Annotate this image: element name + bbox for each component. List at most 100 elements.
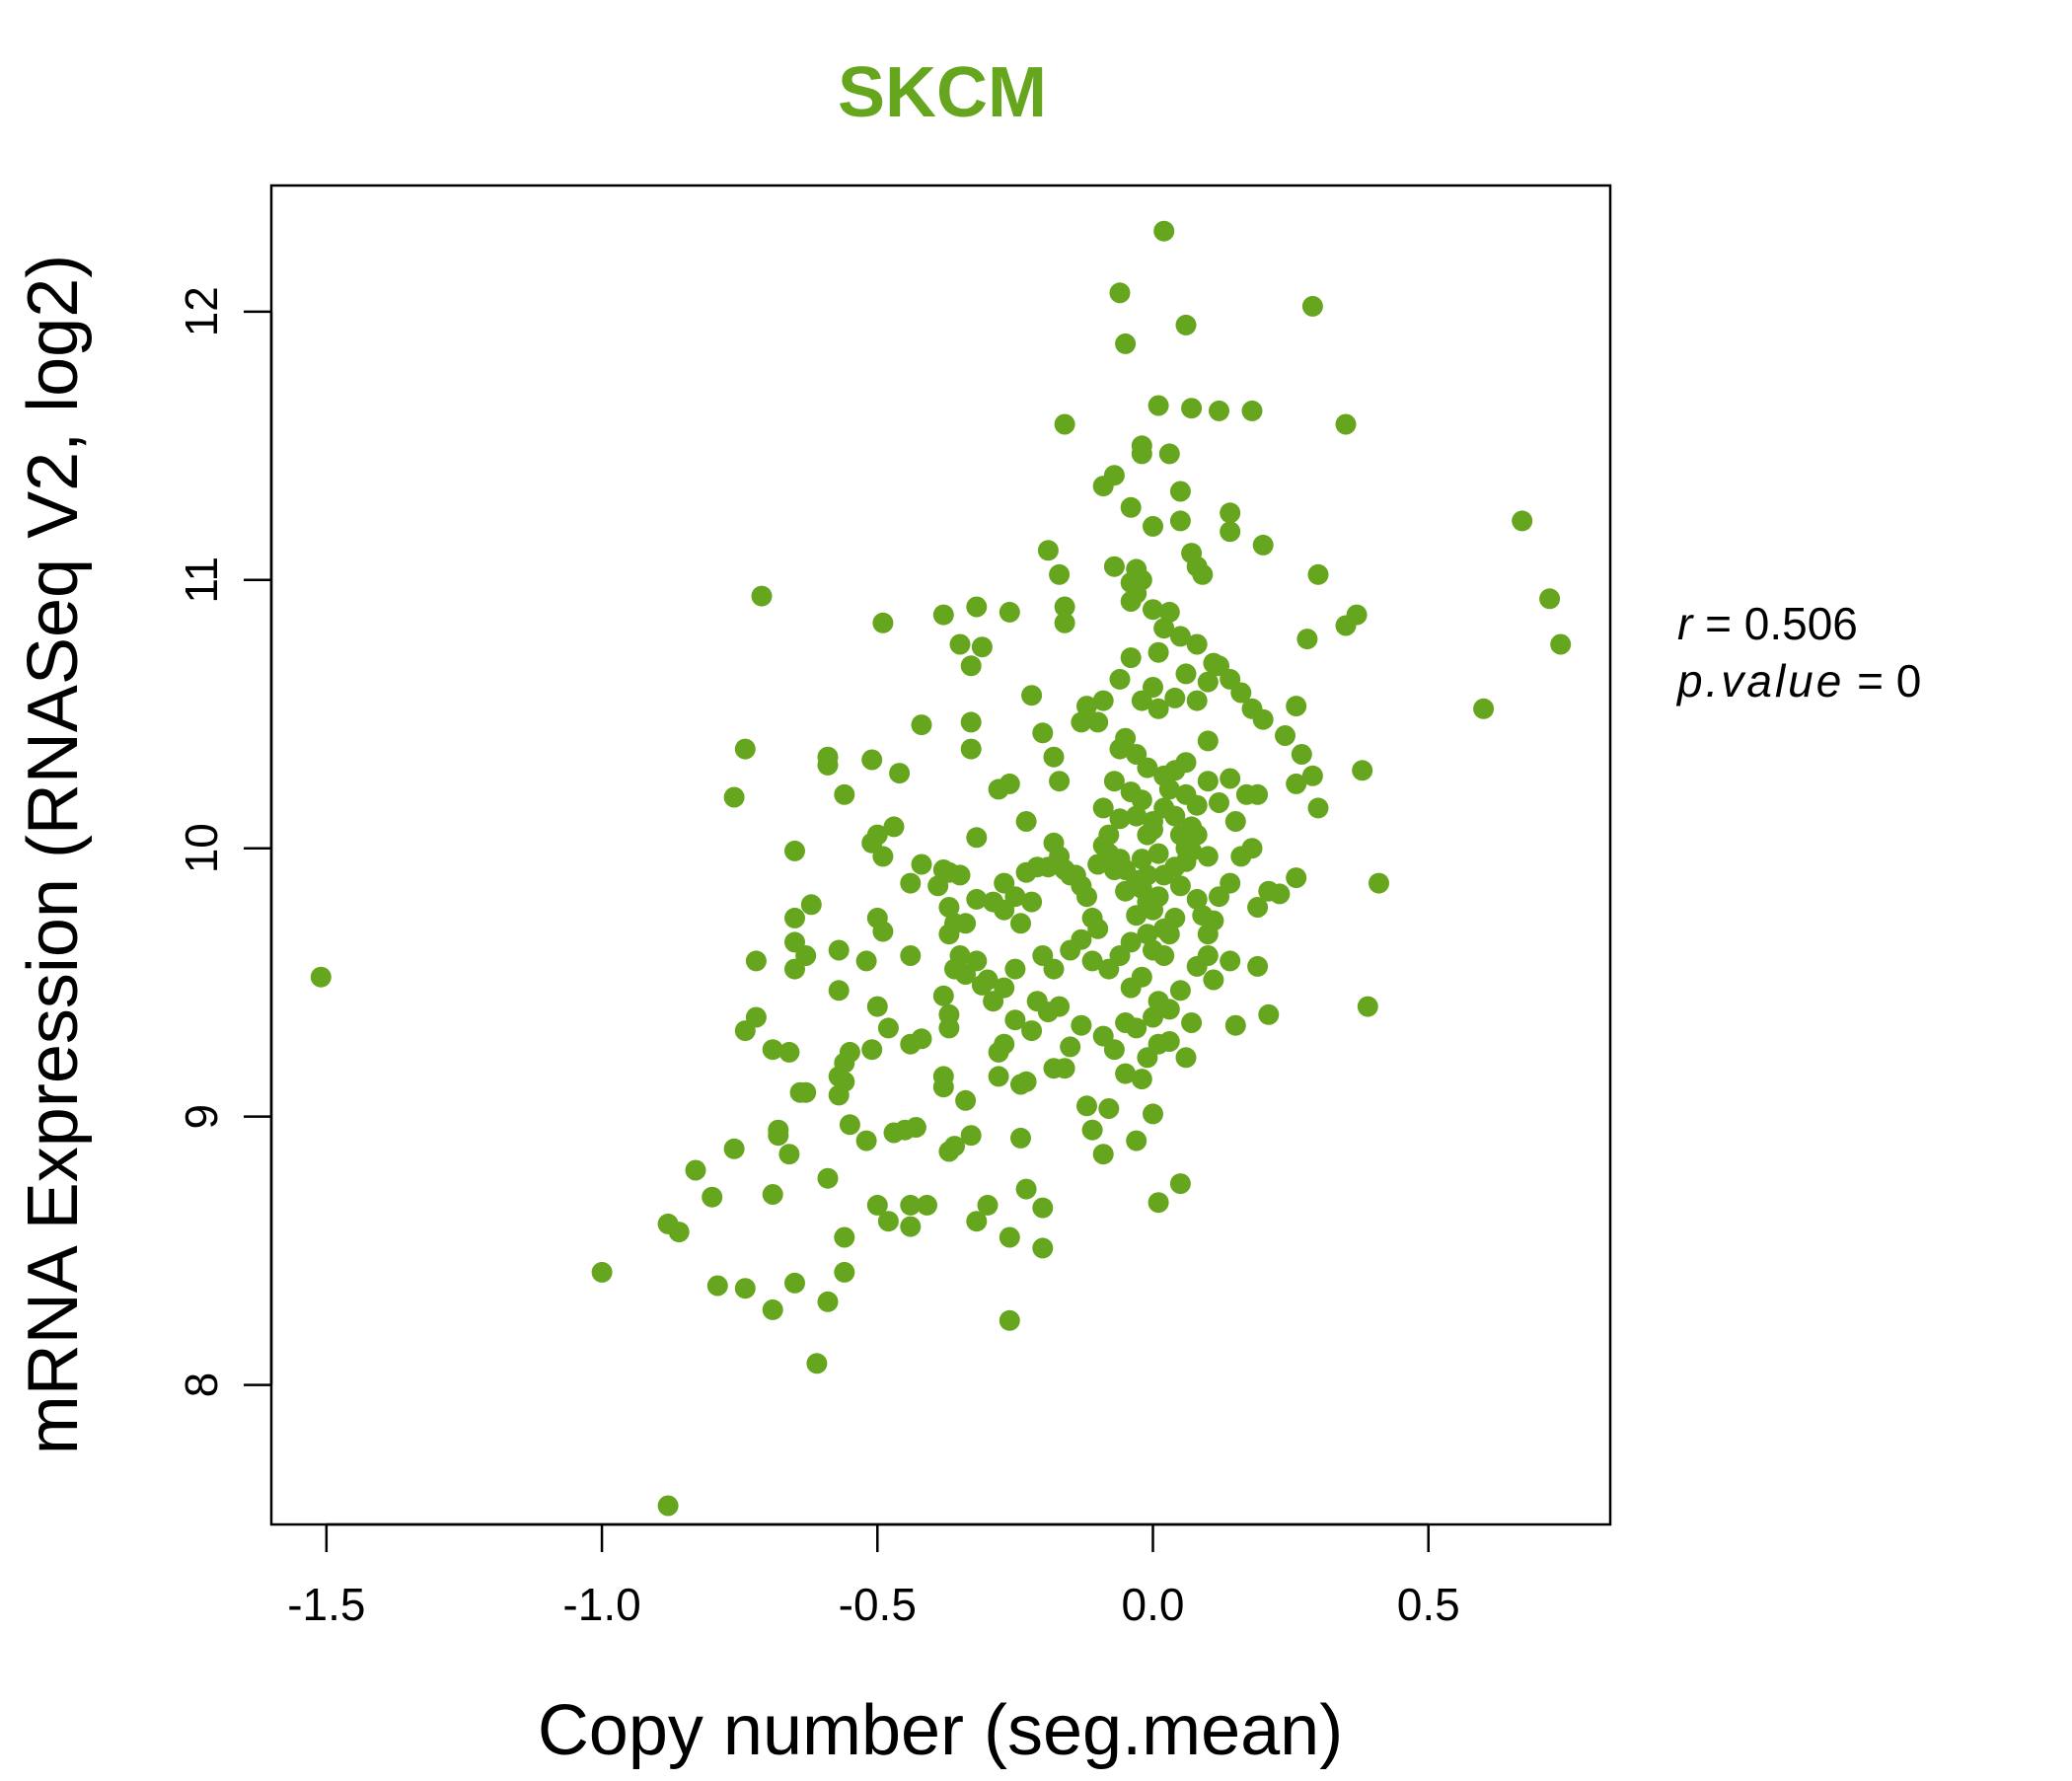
- data-point: [1550, 633, 1572, 655]
- data-point: [927, 875, 949, 897]
- data-point: [1065, 864, 1086, 886]
- data-point: [1247, 955, 1269, 977]
- data-point: [1120, 647, 1142, 669]
- data-point: [866, 907, 888, 928]
- data-point: [1049, 771, 1071, 792]
- data-point: [1092, 690, 1114, 711]
- data-point: [828, 980, 850, 1002]
- data-point: [784, 931, 805, 953]
- data-point: [966, 888, 988, 910]
- data-point: [1021, 891, 1043, 913]
- data-point: [762, 1299, 783, 1320]
- data-point: [1164, 907, 1186, 928]
- data-point: [1103, 1039, 1125, 1061]
- data-point: [1081, 1119, 1103, 1141]
- data-point: [977, 1194, 999, 1216]
- data-point: [1241, 400, 1263, 421]
- y-tick-label: 11: [176, 557, 227, 604]
- data-point: [734, 1278, 756, 1299]
- data-point: [1220, 521, 1241, 543]
- data-point: [1032, 945, 1054, 966]
- data-point: [1241, 838, 1263, 859]
- data-point: [817, 746, 839, 768]
- data-point: [955, 913, 977, 934]
- data-point: [1197, 730, 1219, 752]
- data-point: [1087, 711, 1109, 733]
- data-point: [1153, 618, 1175, 639]
- data-point: [834, 1226, 855, 1248]
- data-point: [1158, 601, 1180, 623]
- data-point: [938, 1003, 960, 1025]
- correlation-stats: r = 0.506 p.value = 0: [1675, 598, 1921, 706]
- data-point: [1473, 698, 1495, 719]
- data-point: [1071, 711, 1092, 733]
- data-point: [751, 585, 773, 607]
- data-point: [839, 1114, 860, 1136]
- data-point: [702, 1186, 723, 1208]
- data-point: [784, 1272, 805, 1294]
- data-point: [1252, 708, 1274, 730]
- r-statistic: r = 0.506: [1677, 598, 1858, 649]
- data-point: [834, 1261, 855, 1283]
- data-point: [994, 1033, 1015, 1055]
- data-point: [866, 1194, 888, 1216]
- data-point: [911, 714, 932, 736]
- data-point: [1081, 950, 1103, 972]
- data-point: [1115, 1063, 1137, 1084]
- data-point: [1301, 765, 1323, 786]
- data-point: [1109, 282, 1131, 304]
- x-tick-label: 0.5: [1397, 1579, 1460, 1630]
- data-point: [1137, 864, 1158, 886]
- data-point: [1286, 867, 1307, 889]
- data-point: [932, 985, 954, 1006]
- data-point: [1181, 1012, 1203, 1033]
- data-point: [685, 1159, 706, 1181]
- data-point: [999, 601, 1020, 623]
- p-equals: =: [1844, 655, 1895, 706]
- y-tick-label: 9: [176, 1104, 227, 1130]
- data-point: [828, 939, 850, 961]
- data-point: [806, 1353, 828, 1374]
- data-point: [1252, 534, 1274, 556]
- data-point: [1098, 958, 1120, 980]
- data-point: [1004, 1009, 1026, 1031]
- data-point: [1335, 413, 1357, 435]
- data-point: [1103, 465, 1125, 486]
- data-point: [817, 1291, 839, 1312]
- data-point: [1126, 1017, 1147, 1039]
- data-point: [1230, 682, 1252, 704]
- data-point: [1175, 783, 1197, 805]
- data-point: [1103, 859, 1125, 880]
- data-point: [1109, 668, 1131, 690]
- data-point: [1186, 888, 1208, 910]
- data-point: [949, 633, 971, 655]
- data-point: [1137, 924, 1158, 945]
- data-point: [1054, 413, 1075, 435]
- data-point: [778, 1144, 800, 1165]
- data-point: [1087, 853, 1109, 875]
- data-point: [1143, 1103, 1163, 1125]
- data-point: [1043, 746, 1065, 768]
- data-point: [1346, 604, 1368, 626]
- data-point: [960, 1125, 982, 1147]
- data-point: [1164, 856, 1186, 878]
- data-point: [900, 1194, 922, 1216]
- data-point: [1147, 843, 1169, 864]
- data-point: [1126, 805, 1147, 827]
- data-point: [1004, 886, 1026, 908]
- data-point: [911, 853, 932, 875]
- data-point: [1092, 797, 1114, 819]
- data-point: [900, 945, 922, 966]
- data-point: [1369, 872, 1389, 894]
- data-point: [1164, 805, 1186, 827]
- data-point: [1247, 783, 1269, 805]
- data-point: [778, 1041, 800, 1063]
- data-point: [966, 827, 988, 849]
- data-point: [1357, 996, 1378, 1017]
- data-point: [1220, 950, 1241, 972]
- data-point: [1131, 569, 1152, 591]
- data-point: [1147, 641, 1169, 663]
